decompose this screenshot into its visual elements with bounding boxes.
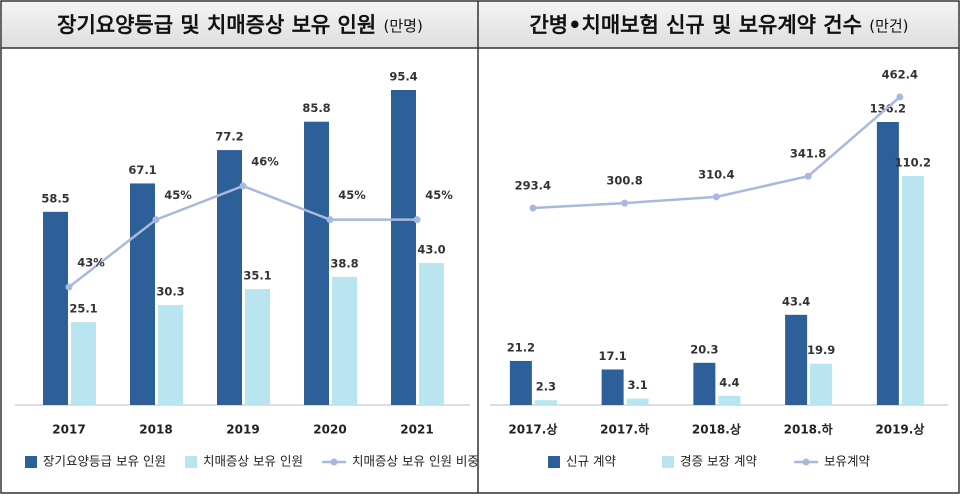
bar — [810, 363, 833, 405]
line-marker — [621, 199, 629, 207]
value-label: 110.2 — [895, 156, 931, 170]
bar — [534, 400, 557, 405]
value-label: 67.1 — [128, 163, 156, 177]
value-label: 20.3 — [690, 342, 718, 356]
bar — [419, 263, 444, 405]
value-label: 17.1 — [598, 349, 626, 363]
x-tick-label: 2017.상 — [508, 422, 557, 437]
value-label: 25.1 — [69, 302, 97, 316]
x-tick-label: 2020 — [313, 423, 346, 437]
legend-label: 장기요양등급 보유 인원 — [43, 454, 166, 469]
value-label: 30.3 — [156, 284, 184, 298]
value-label: 3.1 — [627, 378, 647, 392]
value-label: 38.8 — [330, 256, 358, 270]
value-label: 341.8 — [790, 147, 826, 161]
value-label: 2.3 — [536, 380, 556, 394]
legend-swatch — [185, 456, 197, 468]
header-band — [2, 2, 958, 48]
x-tick-label: 2017.하 — [600, 422, 649, 437]
value-label: 95.4 — [389, 70, 417, 84]
x-tick-label: 2018.상 — [692, 422, 741, 437]
x-tick-label: 2021 — [400, 423, 433, 437]
line-marker — [152, 216, 160, 224]
value-label: 43.4 — [782, 294, 810, 308]
bar — [130, 183, 155, 405]
legend-swatch — [662, 456, 674, 468]
value-label: 300.8 — [606, 174, 642, 188]
value-label: 77.2 — [215, 130, 243, 144]
line-marker — [413, 216, 421, 224]
legend-label: 치매증상 보유 인원 비중 — [352, 454, 479, 469]
line-marker — [65, 283, 73, 291]
value-label: 310.4 — [698, 167, 734, 181]
bar — [509, 360, 532, 405]
legend-label: 치매증상 보유 인원 — [203, 454, 303, 469]
x-tick-label: 2018.하 — [784, 422, 833, 437]
line-marker — [239, 182, 247, 190]
x-tick-label: 2018 — [139, 423, 172, 437]
value-label: 35.1 — [243, 269, 271, 283]
value-label: 45% — [425, 188, 453, 202]
legend-label: 경증 보장 계약 — [680, 454, 757, 469]
legend-label: 보유계약 — [824, 454, 871, 469]
line-marker — [326, 216, 334, 224]
x-tick-label: 2017 — [52, 423, 85, 437]
value-label: 58.5 — [41, 191, 69, 205]
value-label: 85.8 — [302, 101, 330, 115]
bar — [304, 121, 329, 405]
value-label: 293.4 — [515, 179, 551, 193]
legend-swatch — [330, 458, 338, 466]
legend-swatch — [548, 456, 560, 468]
value-label: 45% — [338, 188, 366, 202]
bar — [601, 369, 624, 405]
bar — [245, 289, 270, 405]
bar — [43, 211, 68, 405]
bar — [693, 362, 716, 405]
x-tick-label: 2019 — [226, 423, 259, 437]
line-marker — [804, 172, 812, 180]
value-label: 43.0 — [417, 243, 445, 257]
bar — [626, 398, 649, 405]
value-label: 21.2 — [507, 340, 535, 354]
value-label: 19.9 — [807, 343, 835, 357]
bar — [876, 122, 899, 405]
value-label: 43% — [77, 256, 105, 270]
value-label: 462.4 — [882, 68, 918, 82]
bar — [718, 395, 741, 405]
legend-swatch — [25, 456, 37, 468]
chart-title: 간병•치매보험 신규 및 보유계약 건수 (만건) — [529, 13, 908, 37]
bar — [71, 322, 96, 405]
chart-title: 장기요양등급 및 치매증상 보유 인원 (만명) — [57, 13, 423, 37]
line-marker — [712, 193, 720, 201]
bar — [785, 314, 808, 405]
value-label: 4.4 — [719, 375, 739, 389]
x-tick-label: 2019.상 — [875, 422, 924, 437]
bar — [158, 304, 183, 405]
bar — [217, 150, 242, 405]
bar — [391, 90, 416, 405]
bar — [332, 276, 357, 405]
legend-label: 신규 계약 — [566, 454, 616, 469]
legend-swatch — [802, 458, 810, 466]
value-label: 45% — [164, 188, 192, 202]
value-label: 46% — [251, 155, 279, 169]
bar — [901, 176, 924, 405]
line-marker — [529, 204, 537, 212]
line-marker — [896, 93, 904, 101]
